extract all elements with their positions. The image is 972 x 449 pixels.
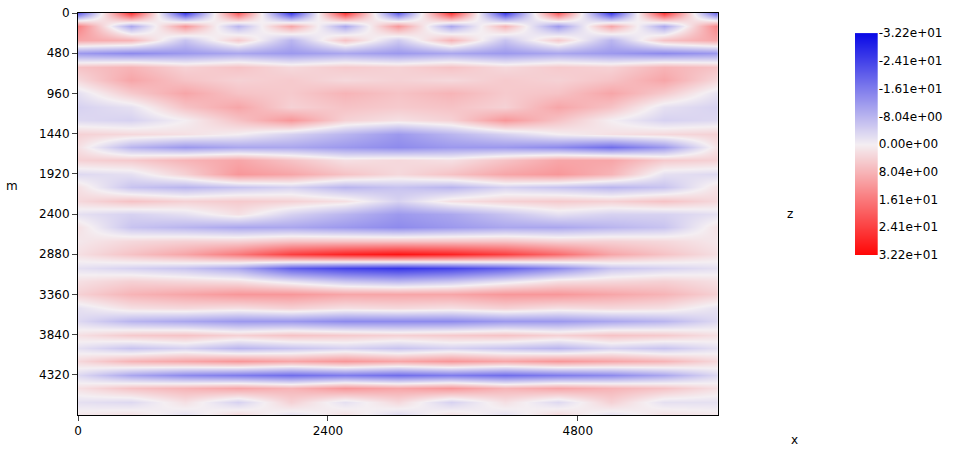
svg-text:1.61e+01: 1.61e+01	[879, 193, 938, 207]
svg-text:1440: 1440	[39, 127, 70, 141]
svg-text:2400: 2400	[313, 424, 344, 438]
svg-text:1920: 1920	[39, 167, 70, 181]
svg-text:960: 960	[47, 87, 70, 101]
svg-text:-1.61e+01: -1.61e+01	[879, 82, 943, 96]
svg-text:x: x	[791, 433, 798, 447]
svg-text:2880: 2880	[39, 247, 70, 261]
svg-text:z: z	[787, 207, 793, 221]
svg-text:0: 0	[74, 424, 82, 438]
svg-text:0.00e+00: 0.00e+00	[879, 137, 938, 151]
svg-text:4320: 4320	[39, 368, 70, 382]
svg-text:0: 0	[62, 6, 70, 20]
svg-text:-8.04e+00: -8.04e+00	[879, 110, 943, 124]
svg-text:2400: 2400	[39, 207, 70, 221]
svg-text:3.22e+01: 3.22e+01	[879, 248, 938, 262]
svg-text:-3.22e+01: -3.22e+01	[879, 26, 943, 40]
svg-text:8.04e+00: 8.04e+00	[879, 165, 938, 179]
svg-text:3360: 3360	[39, 288, 70, 302]
svg-text:4800: 4800	[563, 424, 594, 438]
svg-text:480: 480	[47, 46, 70, 60]
svg-text:m: m	[6, 179, 18, 193]
svg-text:2.41e+01: 2.41e+01	[879, 220, 938, 234]
svg-text:-2.41e+01: -2.41e+01	[879, 54, 943, 68]
svg-text:3840: 3840	[39, 328, 70, 342]
